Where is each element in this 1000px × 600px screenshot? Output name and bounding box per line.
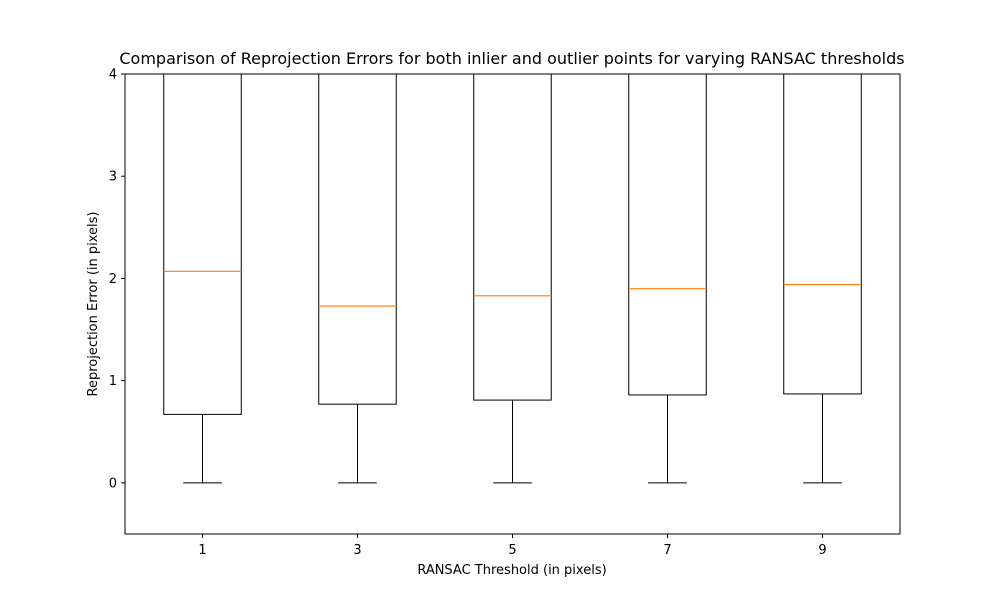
x-tick-label: 3	[353, 543, 361, 558]
y-tick-label: 2	[109, 272, 117, 287]
y-tick-label: 3	[109, 170, 117, 185]
plot-area: 0 1 2 3 4 1 3 5 7 9	[109, 68, 901, 558]
x-axis-label: RANSAC Threshold (in pixels)	[417, 563, 606, 578]
x-tick-label: 1	[198, 543, 206, 558]
y-ticks: 0 1 2 3 4	[109, 68, 125, 491]
y-tick-label: 4	[109, 68, 117, 83]
x-tick-label: 7	[663, 543, 671, 558]
x-ticks: 1 3 5 7 9	[198, 534, 827, 558]
x-tick-label: 9	[818, 543, 826, 558]
chart-title: Comparison of Reprojection Errors for bo…	[119, 49, 904, 68]
y-axis-label: Reprojection Error (in pixels)	[86, 212, 101, 397]
y-tick-label: 1	[109, 374, 117, 389]
y-tick-label: 0	[109, 476, 117, 491]
x-tick-label: 5	[508, 543, 516, 558]
